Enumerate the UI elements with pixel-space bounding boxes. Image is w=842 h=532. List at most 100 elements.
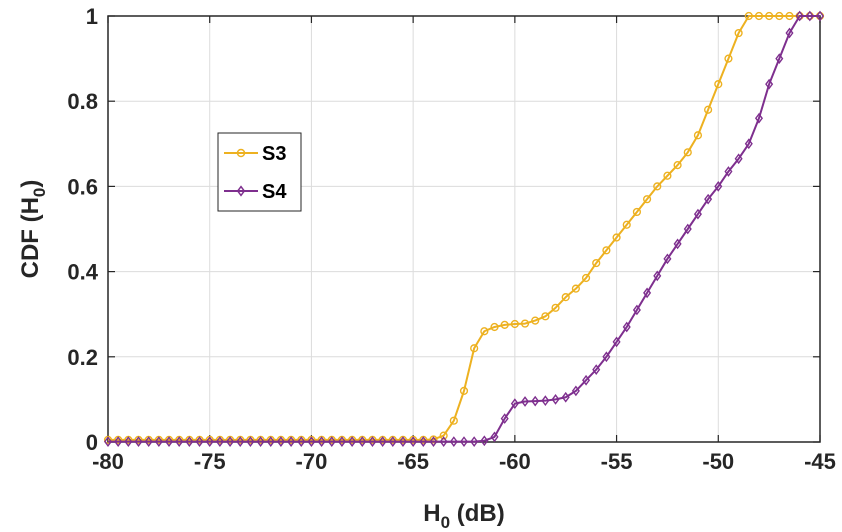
data-point-s4	[734, 153, 743, 165]
data-point-s4	[785, 27, 794, 39]
legend-entry-s3: S3	[224, 143, 286, 165]
data-point-s3	[683, 148, 692, 157]
y-tick-label: 0.8	[67, 89, 98, 114]
data-point-s4	[327, 436, 336, 447]
series-s4	[103, 10, 825, 447]
data-point-s4	[195, 436, 204, 447]
data-point-s4	[337, 436, 346, 447]
data-point-s4	[582, 374, 591, 386]
data-point-s3	[592, 258, 601, 268]
data-point-s4	[765, 78, 774, 90]
data-point-s4	[480, 435, 489, 447]
data-point-s4	[805, 10, 814, 22]
data-point-s4	[276, 436, 285, 447]
data-point-s4	[602, 351, 611, 363]
data-point-s3	[581, 273, 591, 283]
data-point-s4	[348, 436, 357, 447]
data-point-s3	[653, 182, 662, 191]
data-point-s4	[815, 10, 825, 22]
data-point-s3	[531, 316, 540, 325]
legend-label-s3: S3	[262, 143, 286, 165]
data-point-s4	[704, 193, 713, 205]
data-point-s4	[439, 436, 448, 447]
data-point-s3	[520, 319, 530, 328]
x-tick-label: -75	[194, 449, 226, 474]
data-point-s4	[317, 436, 326, 447]
data-point-s4	[775, 53, 784, 64]
data-point-s4	[663, 253, 672, 265]
data-point-s4	[459, 436, 469, 447]
data-point-s3	[602, 246, 611, 255]
data-point-s4	[134, 436, 143, 447]
data-point-s4	[551, 394, 560, 405]
data-point-s4	[103, 436, 113, 447]
data-point-s3	[571, 284, 580, 293]
legend-label-s4: S4	[262, 181, 287, 203]
data-point-s3	[785, 11, 794, 21]
data-point-s3	[480, 327, 489, 336]
data-point-s4	[236, 436, 245, 447]
data-point-s4	[673, 238, 682, 250]
data-point-s3	[561, 293, 570, 302]
plot-background	[108, 16, 820, 442]
data-point-s4	[541, 395, 550, 407]
x-tick-label: -60	[499, 449, 531, 474]
x-tick-label: -50	[702, 449, 734, 474]
x-tick-label: -45	[804, 449, 836, 474]
data-point-s3	[541, 312, 550, 321]
data-point-s3	[642, 195, 652, 204]
x-axis-label-suffix: (dB)	[450, 500, 505, 527]
data-point-s4	[449, 436, 458, 447]
x-axis-label-subscript: 0	[441, 513, 450, 532]
data-point-s4	[510, 398, 519, 410]
data-point-s4	[561, 391, 570, 403]
data-point-s4	[500, 413, 509, 424]
x-tick-label: -55	[601, 449, 633, 474]
legend: S3 S4	[217, 132, 302, 212]
y-tick-label: 0	[86, 430, 98, 455]
y-tick-label: 0.4	[67, 260, 98, 285]
data-point-s4	[470, 436, 479, 447]
x-tick-label: -65	[397, 449, 429, 474]
data-point-s3	[510, 319, 519, 329]
data-point-s3	[704, 105, 713, 114]
data-point-s4	[175, 436, 184, 447]
data-point-s4	[297, 436, 306, 447]
data-point-s3	[612, 233, 621, 242]
data-point-s4	[744, 138, 753, 150]
data-point-s3	[693, 131, 703, 140]
data-point-s3	[765, 11, 774, 21]
data-point-s4	[693, 208, 702, 220]
data-point-s4	[307, 436, 316, 447]
y-tick-label: 0.6	[67, 174, 98, 199]
data-point-s4	[632, 304, 641, 316]
y-axis-label-suffix: )	[17, 180, 44, 188]
data-point-s3	[429, 435, 438, 444]
y-axis-label-subscript: 0	[30, 188, 49, 197]
legend-marker-s3	[236, 148, 246, 158]
y-axis-label-main: CDF (H	[17, 197, 44, 278]
data-point-s4	[714, 181, 723, 192]
legend-box	[217, 132, 302, 212]
legend-entry-s4: S4	[224, 181, 287, 203]
x-tick-label: -80	[92, 449, 124, 474]
data-point-s3	[724, 54, 733, 63]
data-point-s4	[124, 436, 133, 447]
series-layer	[103, 10, 825, 447]
data-point-s3	[551, 303, 560, 312]
data-point-s4	[246, 436, 255, 447]
data-point-s4	[429, 436, 438, 447]
data-point-s4	[165, 436, 174, 447]
axis-ticks: -80 -75 -70 -65 -60 -55 -50 -45 0 0.2 0.4 0.6 0.8 1	[67, 4, 835, 474]
data-point-s3	[775, 11, 784, 21]
data-point-s4	[531, 395, 540, 407]
data-point-s4	[205, 436, 214, 447]
data-point-s4	[154, 436, 163, 447]
data-point-s4	[622, 321, 631, 333]
data-point-s4	[215, 436, 224, 447]
data-point-s3	[734, 28, 743, 38]
data-point-s3	[500, 320, 509, 329]
data-point-s4	[114, 436, 123, 447]
data-point-s4	[724, 166, 733, 177]
